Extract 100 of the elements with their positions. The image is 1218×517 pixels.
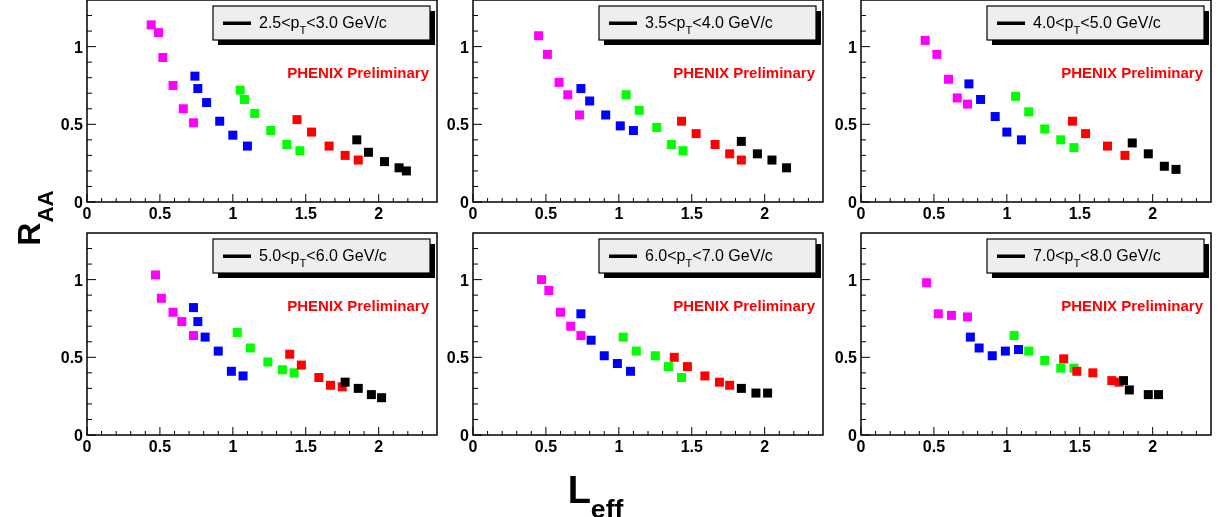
point	[1056, 135, 1066, 145]
point	[1119, 376, 1128, 386]
annotation: PHENIX Preliminary	[673, 64, 816, 81]
point	[962, 312, 972, 322]
point	[666, 140, 676, 150]
x-tick-label: 0.5	[922, 438, 946, 455]
point	[401, 166, 411, 176]
x-tick-label: 2	[1148, 205, 1158, 222]
y-tick-label: 0.5	[834, 349, 858, 367]
point	[537, 275, 547, 285]
point	[691, 129, 701, 139]
x-tick-label: 1.5	[1068, 438, 1091, 455]
point	[669, 352, 679, 362]
point	[725, 380, 735, 390]
annotation: PHENIX Preliminary	[673, 297, 816, 314]
point	[544, 285, 554, 295]
point	[277, 365, 287, 375]
point	[628, 126, 638, 136]
x-tick-label: 0.5	[534, 438, 558, 455]
point	[178, 104, 188, 114]
x-tick-label: 1	[228, 205, 238, 222]
point	[599, 351, 609, 361]
point	[677, 116, 687, 126]
text: 4.0<p$_{T}$<5.0 GeV/c	[1033, 14, 1161, 36]
y-tick-label: 0.5	[60, 349, 84, 367]
x-tick-label: 0.5	[534, 205, 558, 222]
y-tick-label: 0.5	[446, 349, 470, 367]
point	[307, 127, 317, 137]
point	[1088, 368, 1098, 378]
point	[340, 377, 350, 387]
point	[650, 351, 660, 361]
y-tick-label: 1	[848, 38, 858, 56]
x-tick-label: 0.5	[922, 205, 946, 222]
point	[1000, 346, 1010, 356]
x-tick-label: 2	[374, 438, 384, 455]
point	[352, 135, 362, 145]
point	[153, 28, 163, 38]
point	[151, 270, 161, 280]
point	[1056, 363, 1066, 373]
point	[944, 74, 953, 84]
point	[612, 359, 622, 369]
point	[1081, 129, 1091, 139]
y-tick-label: 0	[460, 194, 470, 211]
x-tick-label: 1	[1002, 205, 1012, 222]
point	[556, 307, 565, 317]
y-tick-label: 0.5	[446, 116, 470, 134]
point	[920, 35, 930, 45]
y-tick-label: 1	[460, 38, 470, 56]
point	[177, 317, 187, 327]
point	[618, 332, 628, 342]
point	[621, 90, 631, 100]
y-tick-label: 0	[460, 427, 470, 444]
point	[146, 20, 156, 30]
point	[965, 332, 975, 342]
x-tick-label: 2	[374, 205, 384, 222]
point	[366, 390, 376, 400]
point	[932, 49, 942, 59]
point	[922, 278, 932, 288]
point	[1040, 124, 1050, 134]
point	[1009, 331, 1019, 341]
point	[1059, 354, 1069, 364]
point	[566, 321, 576, 331]
point	[215, 116, 225, 126]
point	[380, 157, 389, 167]
point	[326, 380, 336, 390]
point	[1143, 149, 1153, 159]
point	[736, 136, 746, 146]
x-tick-label: 2	[760, 205, 770, 222]
point	[1154, 390, 1163, 400]
point	[263, 357, 273, 367]
point	[1171, 164, 1181, 174]
point	[987, 351, 997, 361]
point	[190, 71, 200, 81]
point	[240, 94, 249, 104]
point	[1024, 107, 1034, 117]
point	[1107, 376, 1117, 386]
x-tick-label: 1.5	[294, 205, 317, 222]
point	[156, 293, 166, 303]
point	[534, 31, 544, 41]
point	[1016, 135, 1026, 145]
text: 3.5<p$_{T}$<4.0 GeV/c	[645, 14, 773, 36]
point	[736, 155, 746, 165]
point	[1127, 138, 1137, 148]
point	[964, 79, 974, 89]
point	[228, 130, 238, 140]
y-tick-label: 1	[460, 271, 470, 289]
text: 6.0<p$_{T}$<7.0 GeV/c	[645, 247, 773, 269]
point	[677, 373, 687, 383]
x-tick-label: 1.5	[680, 205, 703, 222]
point	[952, 93, 962, 103]
y-tick-label: 1	[848, 271, 858, 289]
point	[574, 110, 584, 120]
point	[242, 141, 252, 151]
point	[763, 388, 773, 398]
point	[1124, 385, 1134, 395]
point	[292, 115, 302, 125]
y-tick-label: 0.5	[60, 116, 84, 134]
x-tick-label: 1	[228, 438, 238, 455]
x-tick-label: 1.5	[680, 438, 703, 455]
x-tick-label: 1.5	[1068, 205, 1091, 222]
